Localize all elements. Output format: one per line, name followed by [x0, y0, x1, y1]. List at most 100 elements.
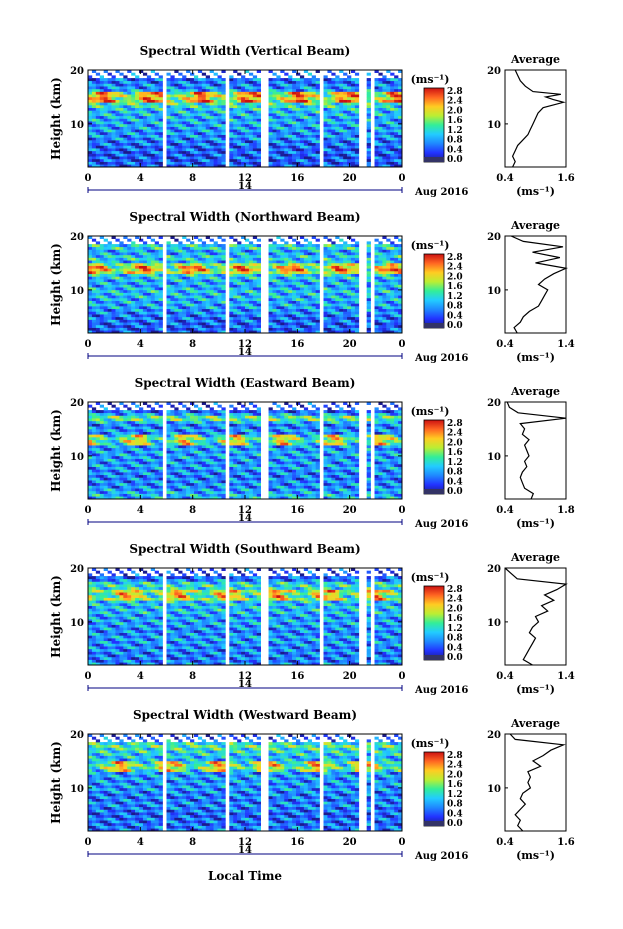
heatmap-cell — [347, 330, 352, 334]
heatmap-cell — [154, 123, 159, 127]
heatmap-cell — [378, 260, 383, 264]
heatmap-cell — [182, 292, 187, 296]
heatmap-cell — [276, 153, 281, 157]
heatmap-cell — [119, 129, 124, 133]
heatmap-cell — [182, 113, 187, 117]
heatmap-cell — [292, 86, 297, 90]
heatmap-cell — [299, 316, 305, 320]
heatmap-cell — [394, 273, 399, 277]
heatmap-cell — [311, 115, 316, 119]
heatmap-cell — [245, 319, 250, 323]
heatmap-cell — [142, 78, 148, 82]
heatmap-cell — [390, 271, 395, 275]
heatmap-cell — [256, 91, 261, 95]
heatmap-cell — [213, 303, 218, 307]
heatmap-cell — [142, 105, 148, 109]
heatmap-cell — [248, 306, 254, 310]
heatmap-cell — [174, 94, 179, 98]
heatmap-cell — [366, 150, 371, 154]
heatmap-cell — [146, 284, 152, 288]
heatmap-cell — [347, 126, 352, 130]
heatmap-cell — [378, 254, 383, 258]
heatmap-cell — [139, 102, 144, 106]
heatmap-cell — [292, 289, 297, 293]
heatmap-cell — [103, 303, 108, 307]
heatmap-cell — [347, 96, 352, 100]
heatmap-cell — [280, 284, 285, 288]
heatmap-cell — [366, 324, 371, 328]
day-label: 14 — [238, 181, 252, 192]
heatmap-cell — [186, 252, 191, 256]
heatmap-cell — [335, 324, 340, 328]
heatmap-cell — [347, 123, 352, 127]
heatmap-cell — [256, 308, 261, 312]
heatmap-cell — [366, 281, 371, 285]
heatmap-cell — [190, 156, 195, 160]
heatmap-cell — [382, 324, 387, 328]
heatmap-cell — [119, 327, 124, 331]
heatmap-cell — [186, 276, 191, 280]
heatmap-cell — [115, 297, 120, 301]
heatmap-cell — [221, 246, 226, 250]
heatmap-cell — [123, 327, 128, 331]
heatmap-cell — [237, 244, 242, 248]
heatmap-cell — [142, 123, 148, 127]
heatmap-cell — [91, 257, 97, 261]
heatmap-cell — [103, 88, 108, 92]
heatmap-cell — [347, 284, 352, 288]
heatmap-cell — [374, 156, 379, 160]
heatmap-cell — [88, 289, 93, 293]
heatmap-cell — [311, 121, 316, 125]
heatmap-cell — [241, 257, 246, 261]
heatmap-cell — [272, 295, 277, 299]
heatmap-cell — [339, 306, 344, 310]
heatmap-cell — [331, 327, 336, 331]
heatmap-cell — [252, 118, 258, 122]
heatmap-cell — [193, 156, 199, 160]
heatmap-cell — [197, 300, 203, 304]
heatmap-cell — [335, 252, 340, 256]
heatmap-cell — [197, 289, 203, 293]
heatmap-cell — [213, 142, 218, 146]
heatmap-cell — [394, 265, 399, 269]
heatmap-cell — [186, 88, 191, 92]
heatmap-cell — [284, 113, 289, 117]
heatmap-cell — [382, 134, 387, 138]
heatmap-cell — [299, 96, 305, 100]
heatmap-cell — [390, 241, 395, 245]
heatmap-cell — [111, 330, 116, 334]
heatmap-cell — [390, 297, 395, 301]
heatmap-cell — [229, 105, 234, 109]
heatmap-cell — [193, 115, 199, 119]
heatmap-cell — [350, 322, 356, 326]
heatmap-cell — [182, 330, 187, 334]
heatmap-cell — [268, 308, 273, 312]
heatmap-cell — [178, 118, 183, 122]
heatmap-cell — [131, 268, 136, 272]
heatmap-cell — [88, 142, 93, 146]
heatmap-cell — [221, 91, 226, 95]
heatmap-cell — [276, 88, 281, 92]
heatmap-cell — [99, 265, 104, 269]
heatmap-cell — [174, 161, 179, 165]
heatmap-cell — [88, 126, 93, 130]
heatmap-cell — [213, 319, 218, 323]
heatmap-cell — [398, 140, 403, 144]
heatmap-cell — [146, 292, 152, 296]
heatmap-cell — [193, 142, 199, 146]
heatmap-cell — [354, 254, 360, 258]
heatmap-cell — [213, 300, 218, 304]
heatmap-cell — [154, 94, 159, 98]
heatmap-cell — [350, 142, 356, 146]
heatmap-cell — [197, 327, 203, 331]
heatmap-cell — [299, 244, 305, 248]
heatmap-cell — [139, 140, 144, 144]
heatmap-cell — [142, 161, 148, 165]
heatmap-cell — [88, 319, 93, 323]
heatmap-cell — [339, 271, 344, 275]
heatmap-cell — [284, 129, 289, 133]
heatmap-cell — [288, 75, 293, 79]
heatmap-cell — [378, 330, 383, 334]
heatmap-cell — [296, 314, 301, 318]
heatmap-cell — [158, 83, 163, 87]
